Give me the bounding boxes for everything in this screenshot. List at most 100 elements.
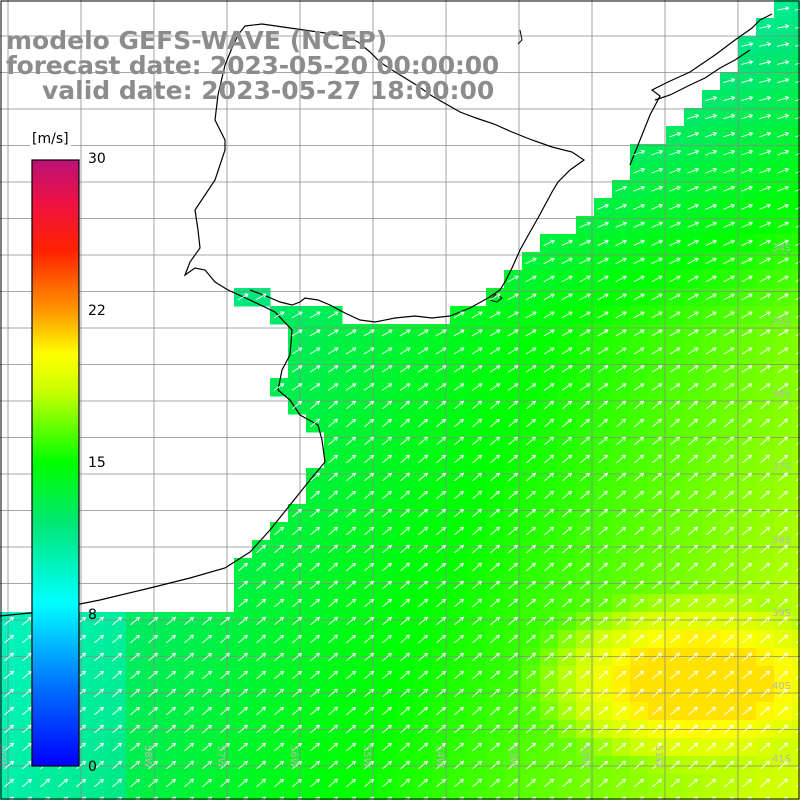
wind-arrow xyxy=(381,383,393,391)
wind-arrow xyxy=(706,562,717,572)
wind-cell xyxy=(792,792,800,800)
wind-arrow xyxy=(328,490,339,500)
wind-arrow xyxy=(669,239,681,246)
wind-arrow xyxy=(777,131,790,138)
wind-arrow xyxy=(454,544,465,554)
wind-arrow xyxy=(346,472,357,482)
coastline-south-america xyxy=(0,23,586,617)
wind-arrow xyxy=(454,472,465,482)
wind-arrow xyxy=(633,293,645,301)
wind-arrow xyxy=(634,454,645,464)
wind-arrow xyxy=(687,293,699,301)
wind-arrow xyxy=(580,562,591,572)
wind-arrow xyxy=(705,329,717,337)
wind-arrow xyxy=(724,490,735,500)
wind-arrow xyxy=(687,275,699,283)
wind-cell xyxy=(792,414,800,433)
wind-arrow xyxy=(418,400,429,410)
wind-arrow xyxy=(598,418,609,428)
wind-arrow xyxy=(544,490,555,500)
wind-arrow xyxy=(777,167,789,174)
wind-arrow xyxy=(508,454,519,464)
wind-arrow xyxy=(436,544,447,554)
wind-arrow xyxy=(795,8,800,11)
wind-arrow xyxy=(472,508,483,518)
wind-arrow xyxy=(724,400,735,410)
wind-arrow xyxy=(489,329,501,337)
wind-arrow xyxy=(472,418,483,428)
wind-arrow xyxy=(525,311,537,319)
wind-arrow xyxy=(759,60,772,65)
wind-arrow xyxy=(777,203,789,210)
wind-arrow xyxy=(399,347,411,355)
wind-arrow xyxy=(795,188,800,192)
wind-arrow xyxy=(418,436,429,446)
wind-arrow xyxy=(652,508,663,518)
wind-arrow xyxy=(742,436,753,446)
wind-arrow xyxy=(346,562,357,572)
wind-arrow xyxy=(651,257,663,265)
wind-arrow xyxy=(310,580,321,590)
wind-arrow xyxy=(238,580,249,590)
wind-cell xyxy=(792,702,800,721)
longitude-label: 51W xyxy=(653,745,664,768)
lagoon-shore xyxy=(654,49,751,101)
wind-arrow xyxy=(633,365,645,373)
wind-arrow xyxy=(382,472,393,482)
wind-cell xyxy=(792,180,800,199)
wind-arrow xyxy=(669,365,681,373)
wind-arrow xyxy=(562,418,573,428)
wind-cell xyxy=(792,36,800,55)
longitude-label: 52W xyxy=(580,745,591,768)
wind-arrow xyxy=(472,526,483,536)
wind-arrow xyxy=(723,347,735,355)
wind-arrow xyxy=(759,311,771,319)
wind-arrow xyxy=(346,526,357,536)
wind-arrow xyxy=(669,329,681,337)
wind-arrow xyxy=(705,383,717,391)
wind-arrow xyxy=(507,347,519,355)
wind-arrow xyxy=(436,418,447,428)
latitude-label: 38S xyxy=(772,535,791,546)
wind-arrow xyxy=(795,206,800,210)
wind-arrow xyxy=(597,293,609,301)
wind-cell xyxy=(522,792,541,800)
wind-arrow xyxy=(562,454,573,464)
wind-arrow xyxy=(256,580,267,590)
wind-arrow xyxy=(400,454,411,464)
wind-arrow xyxy=(490,418,501,428)
wind-arrow xyxy=(526,400,537,410)
wind-arrow xyxy=(310,400,321,410)
wind-arrow xyxy=(652,526,663,536)
wind-arrow xyxy=(363,329,375,337)
wind-arrow xyxy=(507,293,519,301)
wind-cell xyxy=(378,792,397,800)
wind-cell xyxy=(792,774,800,793)
wind-arrow xyxy=(706,526,717,536)
wind-cell xyxy=(792,72,800,91)
wind-arrow xyxy=(670,472,681,482)
wind-arrow xyxy=(760,454,771,464)
wind-arrow xyxy=(651,365,663,373)
wind-arrow xyxy=(633,185,645,192)
wind-arrow xyxy=(435,347,447,355)
wind-arrow xyxy=(508,526,519,536)
wind-arrow xyxy=(615,275,627,283)
wind-arrow xyxy=(723,78,736,83)
wind-arrow xyxy=(400,562,411,572)
wind-arrow xyxy=(687,329,699,337)
wind-cell xyxy=(792,108,800,127)
wind-cell xyxy=(792,576,800,595)
wind-arrow xyxy=(471,365,483,373)
wind-arrow xyxy=(796,549,800,554)
wind-cell xyxy=(666,792,685,800)
wind-arrow xyxy=(597,365,609,373)
wind-arrow xyxy=(724,508,735,518)
wind-arrow xyxy=(579,239,591,246)
wind-arrow xyxy=(418,472,429,482)
wind-arrow xyxy=(777,185,789,192)
wind-arrow xyxy=(796,441,800,446)
wind-arrow xyxy=(777,221,789,228)
wind-arrow xyxy=(634,400,645,410)
wind-arrow xyxy=(436,490,447,500)
